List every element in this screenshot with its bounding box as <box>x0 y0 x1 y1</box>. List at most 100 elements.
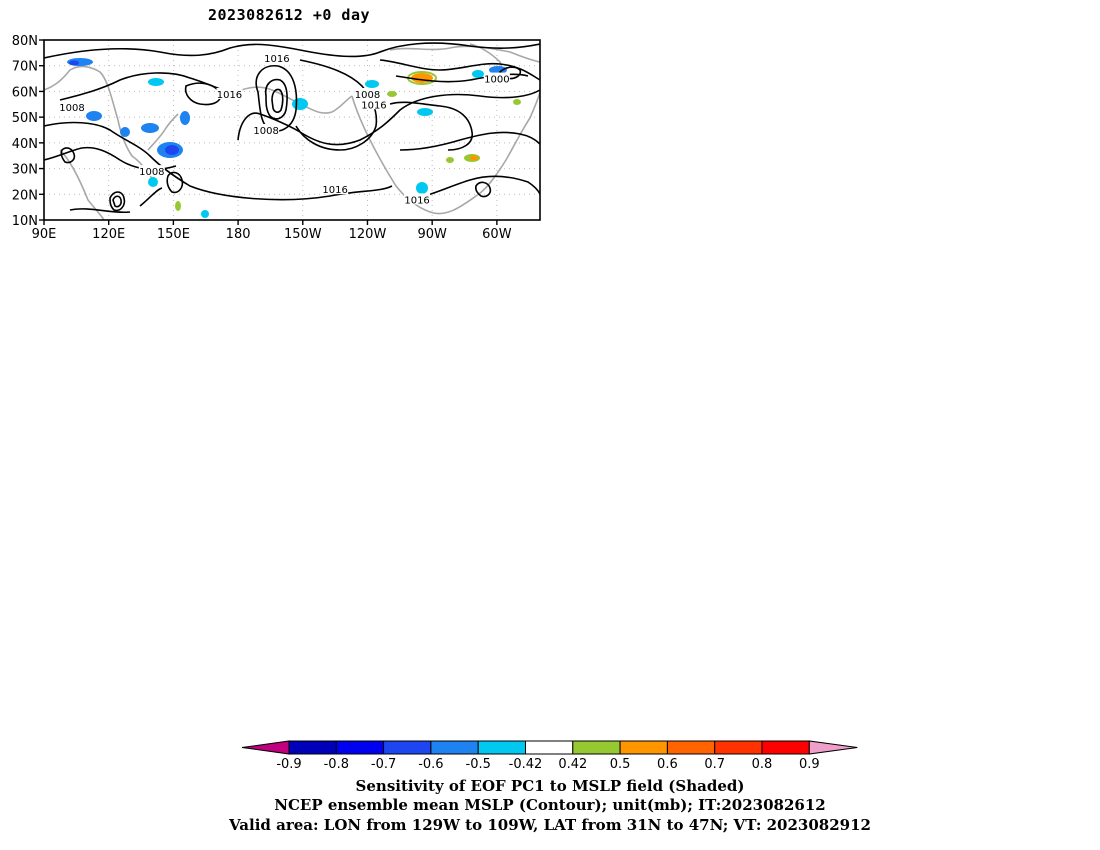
colorbar-swatch <box>430 740 479 755</box>
contour-label-bg <box>263 52 290 63</box>
contour-line <box>498 66 522 80</box>
colorbar-right-arrow <box>808 740 858 755</box>
y-tick-label: 30N <box>12 163 38 178</box>
contour-label: 1016 <box>217 90 242 101</box>
colorbar-swatch <box>714 740 763 755</box>
map-frame <box>43 39 541 221</box>
shade-negative <box>489 66 507 74</box>
colorbar-swatch <box>383 740 432 755</box>
colorbar-swatch <box>761 740 810 755</box>
colorbar-swatch <box>288 740 337 755</box>
contour-line <box>255 65 298 132</box>
contour-label-bg <box>354 88 381 99</box>
colorbar-tick-label: -0.42 <box>509 757 543 772</box>
caption-contour: NCEP ensemble mean MSLP (Contour); unit(… <box>274 796 826 814</box>
contour-line <box>184 82 222 106</box>
contour-label: 1008 <box>253 126 278 137</box>
y-tick-label: 40N <box>12 137 38 152</box>
contour-line <box>395 73 529 83</box>
colorbar-swatch <box>477 740 527 755</box>
y-tick-label: 80N <box>12 34 38 49</box>
shade-positive <box>446 157 454 163</box>
contour-label: 1008 <box>355 90 380 101</box>
contour-label-bg <box>483 72 510 84</box>
shade-negative <box>472 70 484 78</box>
colorbar-tick-label: 0.6 <box>657 757 678 772</box>
shade-negative <box>165 145 179 155</box>
shade-positive <box>470 155 478 161</box>
shade-negative <box>69 60 79 66</box>
colorbar-tick-label: 0.42 <box>558 757 587 772</box>
colorbar-tick-label: 0.9 <box>799 757 820 772</box>
x-tick-label: 150E <box>157 227 190 242</box>
coastline-arctic <box>389 45 540 63</box>
shade-negative <box>201 210 209 218</box>
shade-negative <box>416 182 428 194</box>
contour-label-bg <box>404 193 431 205</box>
colorbar-swatch <box>572 740 621 755</box>
shade-negative <box>292 98 308 110</box>
colorbar-swatch <box>335 740 385 755</box>
colorbar-tick-label: -0.9 <box>276 757 301 772</box>
y-tick-label: 20N <box>12 188 38 203</box>
x-tick-label: 90W <box>417 227 447 242</box>
shade-negative <box>141 123 159 133</box>
colorbar-tick-label: 0.7 <box>704 757 725 772</box>
contour-label: 1008 <box>139 167 164 178</box>
colorbar-tick-label: -0.8 <box>324 757 349 772</box>
x-tick-label: 180 <box>226 227 251 242</box>
contour-label-bg <box>216 88 243 99</box>
contour-label-bg <box>322 183 349 195</box>
mslp-contours <box>44 42 540 214</box>
colorbar-swatch <box>666 740 716 755</box>
shade-negative <box>86 111 102 121</box>
coastline-north-america <box>351 91 540 215</box>
colorbar-tick-label: 0.8 <box>752 757 773 772</box>
contour-label: 1008 <box>59 103 84 114</box>
shade-positive <box>175 201 181 211</box>
contour-line <box>389 101 473 151</box>
contour-label: 1016 <box>404 195 429 206</box>
contour-label: 1016 <box>264 54 289 65</box>
contour-label: 1000 <box>484 75 509 86</box>
shade-negative <box>148 78 164 86</box>
coastline-japan <box>147 113 179 151</box>
colorbar-left-arrow <box>241 740 290 755</box>
colorbar-tick-label: 0.5 <box>610 757 631 772</box>
colorbar-tick-label: -0.5 <box>466 757 491 772</box>
contour-line <box>69 187 163 214</box>
caption-shading: Sensitivity of EOF PC1 to MSLP field (Sh… <box>355 777 745 795</box>
contour-line <box>264 78 288 120</box>
contour-line <box>166 171 184 194</box>
shade-negative <box>365 80 379 88</box>
contour-line <box>237 89 540 146</box>
colorbar-swatch <box>619 740 668 755</box>
contour-label: 1016 <box>322 185 347 196</box>
contour-line <box>60 147 76 164</box>
contour-label-bg <box>59 100 86 112</box>
contour-label: 1016 <box>361 100 386 111</box>
colorbar-tick-label: -0.7 <box>371 757 396 772</box>
contour-line <box>399 131 540 151</box>
shade-negative <box>120 127 130 137</box>
colorbar: -0.9 -0.8 -0.7 -0.6 -0.5 -0.42 0.42 0.5 0.6 0.7 0.… <box>241 740 858 772</box>
x-tick-label: 120E <box>92 227 125 242</box>
y-tick-label: 70N <box>12 60 38 75</box>
contour-line <box>44 42 540 59</box>
shade-positive <box>387 91 397 97</box>
contour-line <box>112 195 122 208</box>
contour-line <box>409 175 540 201</box>
shade-negative <box>180 111 190 125</box>
y-tick-label: 60N <box>12 85 38 100</box>
contour-line <box>379 59 540 81</box>
colorbar-swatch <box>525 740 574 755</box>
coastlines <box>44 43 540 220</box>
x-tick-label: 150W <box>284 227 322 242</box>
shade-positive <box>513 99 521 105</box>
chart-title: 2023082612 +0 day <box>208 6 371 24</box>
x-tick-label: 60W <box>482 227 512 242</box>
contour-line <box>44 121 393 201</box>
